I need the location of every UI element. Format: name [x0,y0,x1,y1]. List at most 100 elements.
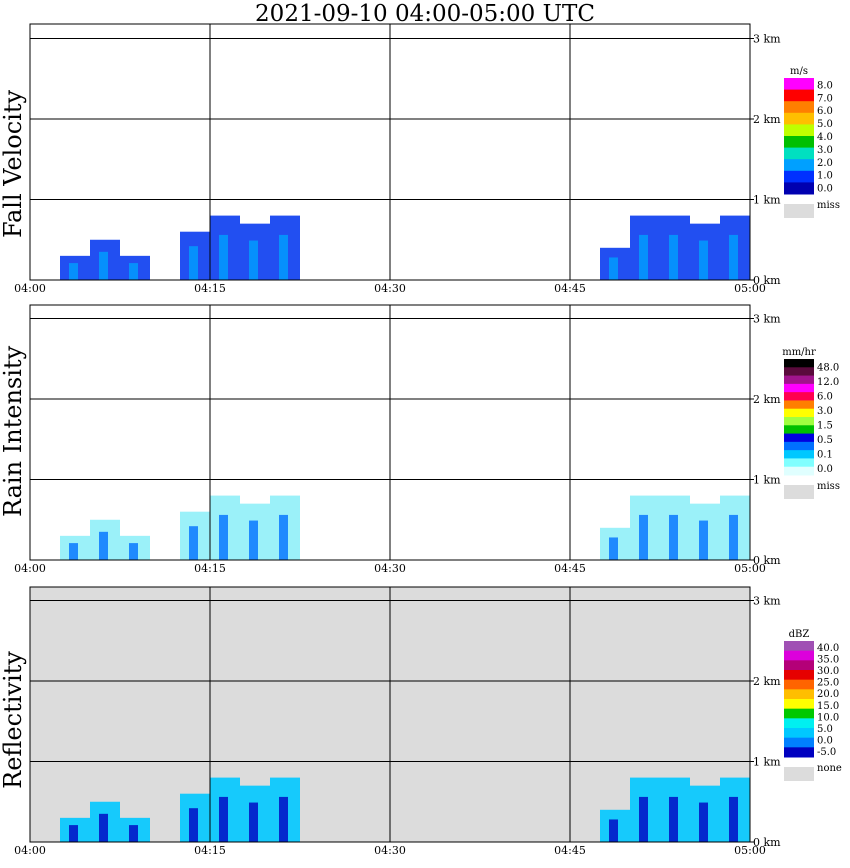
panel-2-echo-core [279,796,288,842]
colorbar-label: 3.0 [817,406,833,417]
colorbar-swatch [784,170,814,183]
colorbar-label: 3.0 [817,145,833,156]
colorbar-unit: m/s [790,66,808,77]
colorbar-swatch [784,660,814,671]
colorbar-swatch [784,112,814,125]
colorbar-label: 6.0 [817,106,833,117]
panel-0-frame [29,23,751,281]
height-tick-label: 2 km [753,675,781,688]
colorbar-swatch [784,458,814,468]
time-tick-label: 04:15 [194,282,226,295]
panel-1-echo-core [669,514,678,560]
colorbar-missing-label: miss [817,200,840,211]
colorbar-swatch [784,124,814,137]
colorbar-swatch [784,89,814,102]
height-tick-label: 3 km [753,33,781,46]
height-tick-label: 2 km [753,393,781,406]
panel-2-echo-core [99,813,108,842]
height-tick-label: 2 km [753,113,781,126]
time-tick-label: 04:45 [554,562,586,575]
colorbar-swatch [784,718,814,729]
colorbar-swatch [784,737,814,748]
colorbar-label: 2.0 [817,158,833,169]
colorbar-swatch [784,466,814,476]
time-tick-label: 05:00 [734,844,766,857]
time-tick-label: 04:15 [194,562,226,575]
colorbar-swatch [784,450,814,459]
colorbar-swatch [784,670,814,681]
panel-ylabel-reflectivity: Reflectivity [0,651,27,789]
panel-0-echo-core [69,263,78,280]
time-tick-label: 04:45 [554,844,586,857]
time-tick-label: 04:45 [554,282,586,295]
panel-1-echo-core [129,543,138,560]
panel-0-echo-core [609,257,618,280]
colorbar-swatch [784,689,814,700]
colorbar-swatch [784,728,814,739]
colorbar-swatch [784,136,814,149]
colorbar-label: 4.0 [817,132,833,143]
panel-2-echo-core [639,796,648,842]
panel-2-echo-core [729,796,738,842]
time-tick-label: 05:00 [734,282,766,295]
panel-1-echo-core [609,537,618,560]
colorbar-swatch [784,408,814,418]
time-tick-label: 04:00 [14,844,46,857]
colorbar-label: 1.5 [817,420,833,431]
colorbar-label: 0.0 [817,184,833,195]
colorbar-label: 0.5 [817,435,833,446]
panel-1-echo-core [639,514,648,560]
panel-1-echo-core [99,531,108,560]
colorbar-label: 12.0 [817,377,839,388]
panel-0-echo-core [249,240,258,280]
colorbar-swatch [784,383,814,393]
colorbar-missing-swatch [784,767,814,781]
colorbar-label: -5.0 [817,747,836,758]
height-tick-label: 1 km [753,474,781,487]
panel-1-echo-core [279,514,288,560]
colorbar-missing-swatch [784,204,814,218]
time-tick-label: 04:00 [14,282,46,295]
colorbar-label: 0.1 [817,449,833,460]
colorbar-swatch [784,375,814,385]
height-tick-label: 0 km [753,554,781,567]
colorbar-swatch [784,101,814,114]
panel-2-frame [29,586,751,843]
colorbar-swatch [784,679,814,690]
panel-1-echo-core [219,514,228,560]
time-tick-label: 04:00 [14,562,46,575]
colorbar-label: 0.0 [817,464,833,475]
colorbar-swatch [784,359,814,368]
time-tick-label: 04:30 [374,844,406,857]
colorbar-swatch [784,441,814,451]
panel-0-echo-core [279,234,288,280]
colorbar-label: 8.0 [817,80,833,91]
colorbar-swatch [784,400,814,410]
colorbar-missing-label: none [817,763,842,774]
panel-2-echo-core [69,825,78,842]
colorbar-swatch [784,699,814,710]
panel-2-echo-core [669,796,678,842]
panel-ylabel-fall-velocity: Fall Velocity [0,89,27,239]
colorbar-label: 25.0 [817,678,839,689]
colorbar-label: 15.0 [817,701,839,712]
height-tick-label: 0 km [753,274,781,287]
colorbar-swatch [784,78,814,91]
colorbar-label: 1.0 [817,171,833,182]
colorbar-unit: dBZ [789,629,810,640]
height-tick-label: 3 km [753,313,781,326]
colorbar-missing-label: miss [817,481,840,492]
colorbar-label: 40.0 [817,643,839,654]
height-tick-label: 0 km [753,836,781,849]
panel-0-echo-core [699,240,708,280]
colorbar-swatch [784,425,814,435]
time-tick-label: 05:00 [734,562,766,575]
colorbar-label: 20.0 [817,689,839,700]
colorbar-label: 35.0 [817,654,839,665]
colorbar-unit: mm/hr [782,347,816,358]
panel-0-echo-core [729,234,738,280]
panel-ylabel-rain-intensity: Rain Intensity [0,345,27,517]
colorbar-missing-swatch [784,485,814,499]
time-tick-label: 04:15 [194,844,226,857]
panel-0-echo-core [189,246,198,280]
